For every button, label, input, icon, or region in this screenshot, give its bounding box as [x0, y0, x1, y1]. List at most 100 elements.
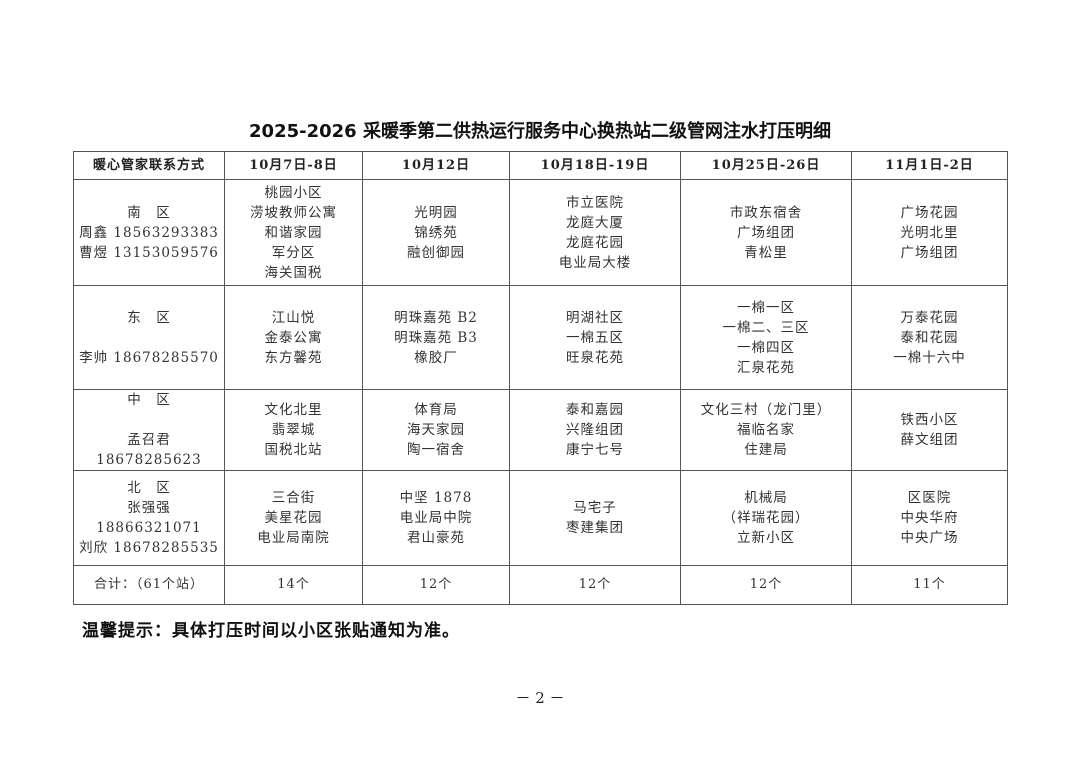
station-name: 金泰公寓	[264, 329, 323, 346]
station-name: 兴隆组团	[566, 422, 624, 438]
station-cell: 桃园小区涝坡教师公寓 和谐家园军分区海关国税	[224, 179, 363, 286]
station-name: 电业局中院	[399, 510, 473, 526]
station-cell: 明湖社区一棉五区旺泉花苑	[509, 285, 681, 390]
station-name: 中坚 1878	[399, 490, 473, 506]
station-cell: 光明园锦绣苑融创御园	[362, 179, 510, 286]
station-name: 区医院	[907, 490, 952, 506]
table-row: 中 区孟召君 18678285623 文化北里 翡翠城 国税北站 体育局 海天家园 陶一宿舍…	[73, 389, 1008, 471]
station-name: 枣建集团	[566, 520, 624, 536]
station-name: 翡翠城	[271, 422, 316, 438]
station-name: 东方馨苑	[264, 349, 323, 366]
station-cell: 市政东宿舍 广场组团 青松里	[680, 179, 852, 286]
table-row: 北 区张强强 18866321071 刘欣 18678285535 三合街 美星花园电…	[73, 470, 1008, 566]
contact-line: 孟召君 18678285623	[96, 432, 202, 468]
station-cell: 铁西小区 薛文组团	[851, 389, 1008, 471]
station-name: 汇泉花苑	[737, 359, 795, 376]
station-name: 锦绣苑	[414, 224, 458, 241]
station-name: 福临名家	[737, 422, 795, 438]
station-name: 立新小区	[737, 530, 795, 546]
station-cell: 广场花园 光明北里 广场组团	[851, 179, 1008, 286]
contact-line: 刘欣 18678285535	[79, 540, 219, 556]
station-cell: 文化三村（龙门里） 福临名家 住建局	[680, 389, 852, 471]
station-name: 龙庭大厦	[566, 214, 624, 231]
station-name: 广场组团	[900, 244, 959, 261]
station-cell: 万泰花园 泰和花园 一棉十六中	[851, 285, 1008, 390]
station-name: 旺泉花苑	[566, 349, 624, 366]
station-name: 一棉四区	[737, 339, 795, 356]
contact-line: 李帅 18678285570	[79, 349, 219, 366]
station-name: 桃园小区	[264, 184, 323, 201]
contact-line: 周鑫 18563293383	[79, 224, 219, 241]
station-cell: 机械局 （祥瑞花园） 立新小区	[680, 470, 852, 566]
header-row: 暖心管家联系方式 10月7日-8日 10月12日 10月18日-19日 10月25日-2…	[73, 151, 1008, 180]
header-date: 10月7日-8日	[224, 151, 363, 180]
contact-line	[74, 328, 224, 348]
reminder-note: 温馨提示：具体打压时间以小区张贴通知为准。	[82, 621, 460, 641]
station-name: 康宁七号	[566, 442, 624, 458]
station-name: 明珠嘉苑 B2	[394, 309, 478, 326]
header-date: 10月12日	[362, 151, 510, 180]
station-name: （祥瑞花园）	[722, 510, 810, 526]
station-name: 电业局南院	[257, 530, 330, 546]
header-date: 11月1日-2日	[851, 151, 1008, 180]
station-name: 海关国税	[264, 264, 323, 281]
station-name: 文化三村（龙门里）	[700, 402, 832, 418]
station-name: 明湖社区	[566, 309, 624, 326]
station-cell: 泰和嘉园兴隆组团康宁七号	[509, 389, 681, 471]
station-cell: 文化北里 翡翠城 国税北站	[224, 389, 363, 471]
schedule-table: 暖心管家联系方式 10月7日-8日 10月12日 10月18日-19日 10月25日-2…	[73, 151, 1008, 605]
station-cell: 江山悦金泰公寓东方馨苑	[224, 285, 363, 390]
total-count: 12个	[680, 565, 852, 605]
contact-cell: 北 区张强强 18866321071 刘欣 18678285535	[73, 470, 225, 566]
station-name: 体育局	[414, 402, 458, 418]
station-cell: 明珠嘉苑 B2 明珠嘉苑 B3 橡胶厂	[362, 285, 510, 390]
header-date: 10月18日-19日	[509, 151, 681, 180]
station-name: 融创御园	[407, 244, 465, 261]
station-name: 泰和花园	[900, 329, 959, 346]
total-count: 11个	[851, 565, 1008, 605]
station-cell: 区医院 中央华府 中央广场	[851, 470, 1008, 566]
station-cell: 三合街 美星花园 电业局南院	[224, 470, 363, 566]
station-name: 中央广场	[900, 530, 959, 546]
table-row: 东 区李帅 18678285570 江山悦 金泰公寓 东方馨苑 明珠嘉苑 B2 明珠嘉苑 …	[73, 285, 1008, 390]
station-name: 江山悦	[271, 309, 316, 326]
station-name: 光明北里	[900, 224, 959, 241]
station-name: 市立医院	[566, 194, 624, 211]
contact-line: 张强强 18866321071	[96, 500, 202, 536]
district-name: 北 区	[127, 480, 171, 496]
contact-cell: 中 区孟召君 18678285623	[73, 389, 225, 471]
station-name: 橡胶厂	[414, 349, 458, 366]
station-name: 明珠嘉苑 B3	[394, 329, 478, 346]
contact-cell: 南 区周鑫 18563293383 曹煜 13153059576	[73, 179, 225, 286]
station-cell: 市立医院 龙庭大厦 龙庭花园 电业局大楼	[509, 179, 681, 286]
total-row: 合计：（61个站） 14个 12个 12个 12个 11个	[73, 565, 1008, 605]
contact-line	[74, 410, 224, 430]
total-count: 14个	[224, 565, 363, 605]
station-cell: 体育局 海天家园 陶一宿舍	[362, 389, 510, 471]
district-name: 中 区	[127, 392, 171, 408]
station-name: 和谐家园	[264, 224, 323, 241]
station-cell: 马宅子 枣建集团	[509, 470, 681, 566]
station-name: 电业局大楼	[558, 254, 632, 271]
station-cell: 一棉一区一棉二、三区 一棉四区汇泉花苑	[680, 285, 852, 390]
contact-line: 曹煜 13153059576	[79, 244, 219, 261]
total-label: 合计：（61个站）	[73, 565, 225, 605]
header-contact: 暖心管家联系方式	[73, 151, 225, 180]
station-name: 涝坡教师公寓	[250, 204, 337, 221]
station-name: 美星花园	[264, 510, 323, 526]
station-name: 光明园	[414, 204, 458, 221]
station-name: 一棉五区	[566, 329, 624, 346]
station-name: 铁西小区	[900, 412, 959, 428]
total-count: 12个	[362, 565, 510, 605]
station-name: 军分区	[271, 244, 316, 261]
station-name: 广场组团	[737, 224, 795, 241]
station-name: 海天家园	[407, 422, 465, 438]
station-name: 机械局	[744, 490, 788, 506]
page-number: － 2 －	[515, 689, 565, 707]
station-name: 泰和嘉园	[566, 402, 624, 418]
contact-cell: 东 区李帅 18678285570	[73, 285, 225, 390]
station-name: 一棉一区	[737, 299, 795, 316]
district-name: 东 区	[127, 309, 171, 326]
station-name: 君山豪苑	[407, 530, 465, 546]
station-name: 一棉二、三区	[722, 319, 810, 336]
